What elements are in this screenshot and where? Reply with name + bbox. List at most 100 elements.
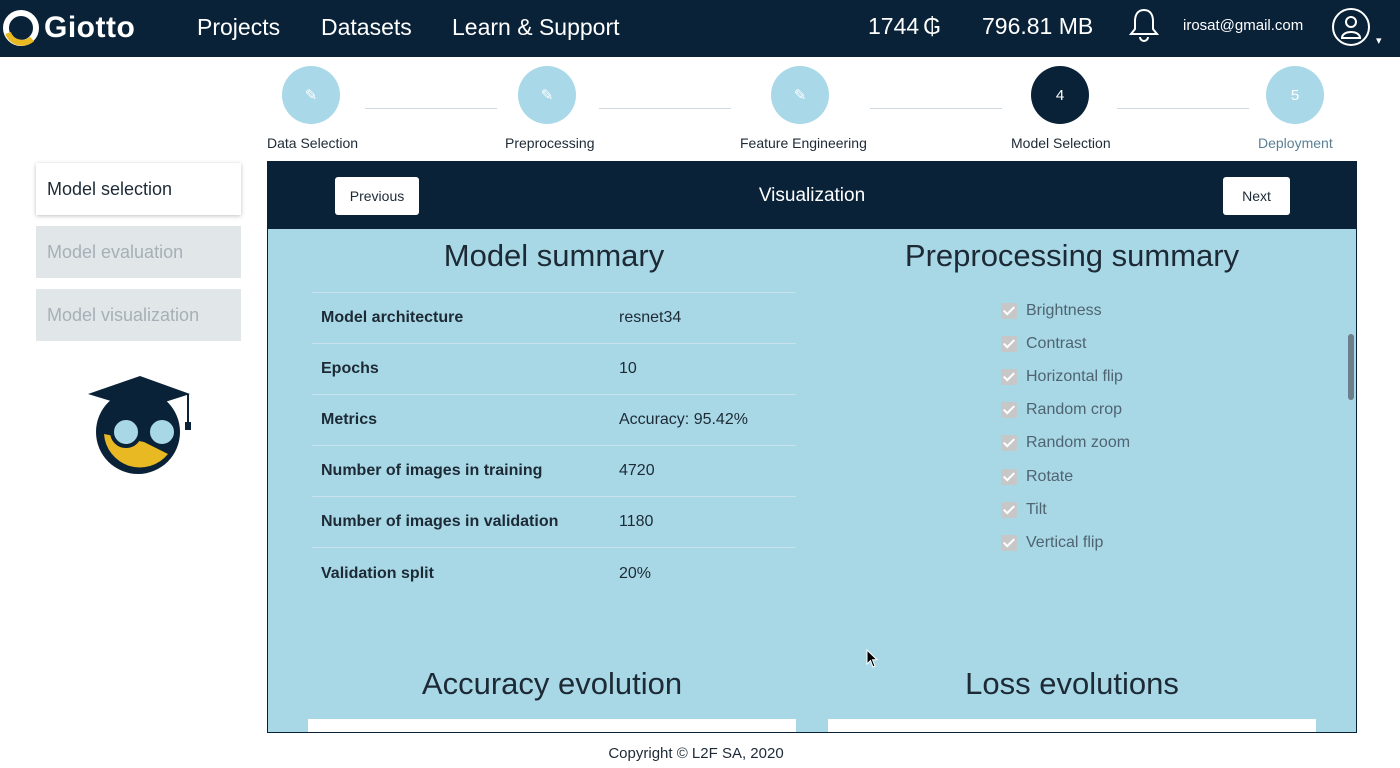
step-connector bbox=[599, 108, 731, 109]
app-logo[interactable]: Giotto bbox=[2, 8, 135, 48]
summary-key: Number of images in training bbox=[321, 462, 543, 479]
checkbox-checked-icon bbox=[1001, 402, 1017, 419]
step-label-deployment[interactable]: Deployment bbox=[1258, 135, 1333, 151]
step-number: 5 bbox=[1290, 86, 1300, 104]
visualization-panel: Previous Visualization Next Model summar… bbox=[267, 161, 1357, 733]
bell-icon[interactable] bbox=[1128, 6, 1160, 42]
checkbox-label: Random crop bbox=[1026, 401, 1123, 419]
checkbox-label: Rotate bbox=[1026, 467, 1074, 485]
summary-value: 4720 bbox=[619, 462, 655, 479]
checkbox-label: Horizontal flip bbox=[1026, 367, 1123, 385]
checkbox-contrast[interactable]: Contrast bbox=[1001, 327, 1130, 360]
table-row: Epochs 10 bbox=[312, 344, 796, 395]
pencil-icon: ✎ bbox=[793, 87, 807, 104]
credits-balance: 1744 ₲ bbox=[868, 13, 941, 40]
sidebar-item-label: Model evaluation bbox=[47, 241, 184, 262]
checkbox-label: Random zoom bbox=[1026, 434, 1131, 452]
checkbox-random-crop[interactable]: Random crop bbox=[1001, 394, 1130, 427]
checkbox-label: Contrast bbox=[1026, 334, 1087, 352]
user-avatar[interactable] bbox=[1332, 8, 1370, 46]
table-row: Metrics Accuracy: 95.42% bbox=[312, 395, 796, 446]
checkbox-checked-icon bbox=[1001, 501, 1017, 518]
summary-key: Epochs bbox=[321, 360, 379, 377]
summary-value: resnet34 bbox=[619, 309, 682, 326]
checkbox-checked-icon bbox=[1001, 468, 1017, 485]
nav-datasets[interactable]: Datasets bbox=[321, 14, 412, 40]
step-deployment-circle[interactable]: 5 bbox=[1266, 66, 1324, 124]
summary-value: 20% bbox=[619, 564, 652, 582]
credits-value: 1744 bbox=[868, 13, 920, 39]
giotto-coin-icon: ₲ bbox=[923, 13, 942, 39]
panel-title: Visualization bbox=[758, 185, 866, 206]
loss-chart-container bbox=[828, 719, 1316, 732]
step-label-preprocessing[interactable]: Preprocessing bbox=[505, 135, 595, 151]
checkbox-checked-icon bbox=[1001, 534, 1017, 551]
loss-evolutions-title: Loss evolutions bbox=[965, 666, 1179, 701]
summary-key: Validation split bbox=[321, 564, 434, 582]
model-summary-title: Model summary bbox=[443, 238, 665, 273]
summary-value: 1180 bbox=[619, 513, 654, 530]
checkbox-rotate[interactable]: Rotate bbox=[1001, 460, 1130, 493]
chevron-down-icon[interactable]: ▾ bbox=[1376, 35, 1382, 47]
sidebar-item-model-selection[interactable]: Model selection bbox=[36, 163, 241, 215]
preprocessing-checklist: Brightness Contrast Horizontal flip Rand… bbox=[1001, 294, 1130, 560]
app-name: Giotto bbox=[44, 11, 136, 44]
checkbox-random-zoom[interactable]: Random zoom bbox=[1001, 427, 1130, 460]
nav-projects[interactable]: Projects bbox=[197, 14, 281, 40]
summary-value: Accuracy: 95.42% bbox=[619, 411, 748, 428]
checkbox-checked-icon bbox=[1001, 335, 1017, 352]
summary-value: 10 bbox=[619, 360, 637, 377]
sidebar-item-label: Model visualization bbox=[47, 304, 200, 325]
step-number: 4 bbox=[1055, 86, 1065, 104]
checkbox-checked-icon bbox=[1001, 368, 1017, 385]
table-row: Number of images in validation 1180 bbox=[312, 497, 796, 548]
sidebar-item-label: Model selection bbox=[47, 178, 173, 199]
sidebar-item-model-visualization[interactable]: Model visualization bbox=[36, 289, 241, 341]
panel-header: Previous Visualization Next bbox=[268, 162, 1356, 229]
next-button[interactable]: Next bbox=[1223, 177, 1290, 215]
nav-learn-support[interactable]: Learn & Support bbox=[452, 14, 620, 40]
step-data-selection-circle[interactable]: ✎ bbox=[282, 66, 340, 124]
checkbox-label: Tilt bbox=[1026, 500, 1047, 518]
checkbox-brightness[interactable]: Brightness bbox=[1001, 294, 1130, 327]
sidebar-item-model-evaluation[interactable]: Model evaluation bbox=[36, 226, 241, 278]
table-row: Model architecture resnet34 bbox=[312, 293, 796, 344]
step-label-feature-engineering[interactable]: Feature Engineering bbox=[740, 135, 867, 151]
step-connector bbox=[1117, 108, 1249, 109]
step-connector bbox=[365, 108, 497, 109]
accuracy-chart-container bbox=[308, 719, 796, 732]
table-row: Validation split 20% bbox=[312, 548, 796, 599]
step-feature-engineering-circle[interactable]: ✎ bbox=[771, 66, 829, 124]
step-label-model-selection[interactable]: Model Selection bbox=[1011, 135, 1111, 151]
giotto-ring-icon bbox=[3, 10, 39, 46]
user-icon bbox=[1340, 16, 1362, 39]
checkbox-horizontal-flip[interactable]: Horizontal flip bbox=[1001, 360, 1130, 393]
step-connector bbox=[870, 108, 1002, 109]
checkbox-label: Vertical flip bbox=[1026, 533, 1104, 551]
mouse-pointer-icon bbox=[866, 649, 879, 668]
checkbox-label: Brightness bbox=[1026, 301, 1102, 319]
checkbox-checked-icon bbox=[1001, 302, 1017, 319]
checkbox-checked-icon bbox=[1001, 435, 1017, 452]
user-email[interactable]: irosat@gmail.com bbox=[1183, 17, 1304, 34]
pencil-icon: ✎ bbox=[540, 87, 554, 104]
checkbox-vertical-flip[interactable]: Vertical flip bbox=[1001, 526, 1130, 559]
top-bar: Giotto Projects Datasets Learn & Support… bbox=[0, 0, 1400, 57]
graduate-owl-icon bbox=[88, 376, 191, 474]
storage-usage: 796.81 MB bbox=[982, 13, 1094, 39]
step-model-selection-circle[interactable]: 4 bbox=[1031, 66, 1089, 124]
preprocessing-summary-title: Preprocessing summary bbox=[904, 238, 1240, 273]
table-row: Number of images in training 4720 bbox=[312, 446, 796, 497]
summary-key: Number of images in validation bbox=[321, 513, 559, 530]
summary-key: Model architecture bbox=[321, 309, 464, 326]
panel-scrollbar[interactable] bbox=[1348, 334, 1354, 400]
checkbox-tilt[interactable]: Tilt bbox=[1001, 493, 1130, 526]
model-summary-table: Model architecture resnet34 Epochs 10 Me… bbox=[312, 292, 796, 599]
step-preprocessing-circle[interactable]: ✎ bbox=[518, 66, 576, 124]
accuracy-evolution-title: Accuracy evolution bbox=[421, 666, 683, 701]
step-label-data-selection[interactable]: Data Selection bbox=[267, 135, 359, 151]
footer-copyright: Copyright © L2F SA, 2020 bbox=[608, 745, 784, 762]
summary-key: Metrics bbox=[321, 411, 378, 428]
pencil-icon: ✎ bbox=[304, 87, 318, 104]
previous-button[interactable]: Previous bbox=[335, 177, 419, 215]
